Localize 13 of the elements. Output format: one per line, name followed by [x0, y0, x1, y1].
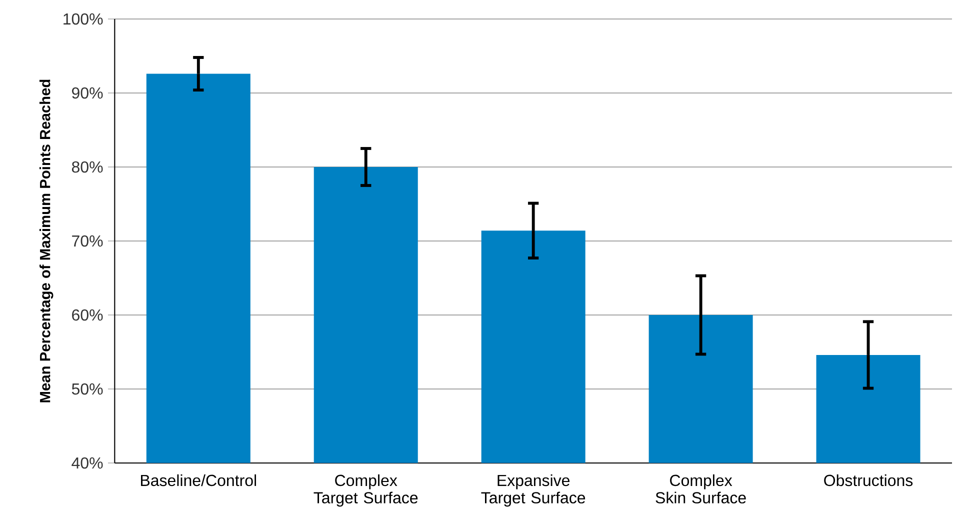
y-tick-label: 40%: [72, 457, 103, 469]
x-tick-label: Obstructions: [824, 474, 913, 486]
y-axis-title: Mean Percentage of Maximum Points Reached: [39, 80, 54, 402]
y-tick-label: 80%: [72, 161, 103, 173]
y-tick-label: 60%: [72, 309, 103, 321]
x-tick-label: Complex Skin Surface: [656, 474, 746, 504]
y-tick-label: 50%: [72, 383, 103, 395]
y-tick-label: 100%: [64, 13, 103, 25]
y-tick-label: 90%: [72, 87, 103, 99]
x-tick-label: Baseline/Control: [141, 474, 256, 486]
y-tick-label: 70%: [72, 235, 103, 247]
x-tick-label: Complex Target Surface: [314, 474, 418, 507]
x-tick-label: Expansive Target Surface: [481, 474, 586, 507]
